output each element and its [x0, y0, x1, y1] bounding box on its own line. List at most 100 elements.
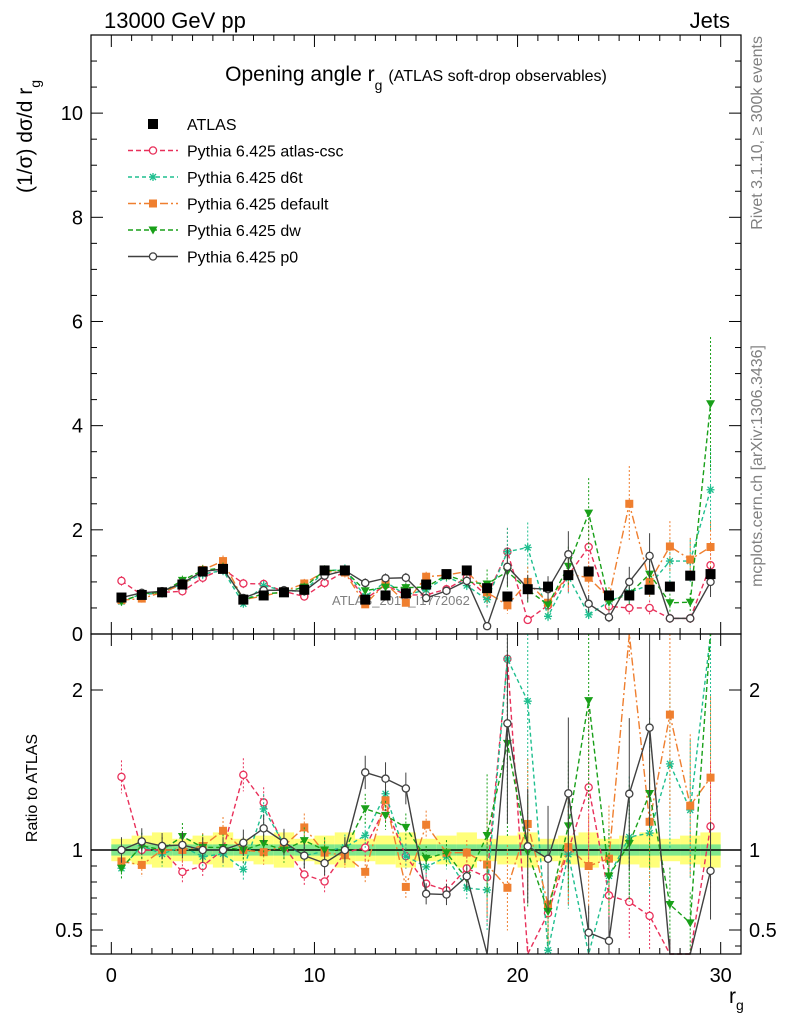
- data-point: [421, 593, 431, 603]
- main-y-tick-label: 8: [72, 207, 83, 229]
- data-point: [381, 574, 390, 583]
- data-point: [523, 615, 532, 625]
- data-point: [604, 613, 614, 622]
- ratio-point: [299, 837, 309, 846]
- series-line: [121, 503, 711, 607]
- ratio-y-tick-label: 1: [72, 840, 83, 862]
- ratio-point: [421, 889, 431, 899]
- ratio-point: [218, 845, 228, 855]
- x-axis-label-sub: g: [736, 997, 744, 1013]
- ratio-point: [462, 871, 472, 881]
- atlas-point: [624, 590, 635, 601]
- ratio-point: [300, 870, 309, 879]
- data-point: [665, 542, 674, 551]
- data-point: [482, 621, 492, 631]
- ratio-point: [381, 811, 391, 820]
- atlas-point: [502, 591, 513, 602]
- ratio-point: [340, 845, 350, 855]
- ratio-point: [361, 867, 370, 876]
- x-tick-label: 20: [506, 965, 528, 987]
- series-line: [121, 545, 712, 622]
- data-point: [503, 601, 512, 610]
- data-point: [401, 573, 411, 582]
- data-point: [442, 586, 451, 596]
- ratio-point: [259, 824, 268, 833]
- ratio-series-3: [116, 633, 712, 954]
- legend-label: Pythia 6.425 dw: [187, 223, 301, 240]
- x-tick-label: 30: [710, 965, 732, 987]
- header-right: Jets: [690, 8, 730, 33]
- ratio-point: [279, 837, 289, 847]
- ratio-point: [401, 823, 411, 832]
- ratio-point: [116, 864, 126, 873]
- data-point: [219, 557, 228, 566]
- legend-marker: [148, 119, 158, 129]
- atlas-point: [461, 565, 472, 576]
- main-series-group: [116, 337, 716, 631]
- data-point: [665, 557, 674, 566]
- data-point: [360, 587, 370, 596]
- ratio-point: [483, 860, 492, 869]
- data-point: [401, 598, 410, 607]
- data-point: [584, 599, 593, 609]
- ratio-series-group: [116, 633, 715, 957]
- ratio-series-0: [117, 634, 715, 957]
- ratio-point: [137, 860, 146, 869]
- ratio-point: [503, 719, 512, 728]
- ratio-point: [686, 806, 695, 814]
- atlas-point: [563, 570, 574, 581]
- ratio-point: [117, 845, 126, 855]
- data-point: [381, 583, 391, 592]
- ratio-point: [544, 946, 553, 955]
- ratio-point: [604, 936, 614, 946]
- data-point: [706, 485, 715, 494]
- x-tick-label: 0: [106, 965, 117, 987]
- chart-title: Opening angle rg (ATLAS soft-drop observa…: [225, 63, 607, 93]
- ratio-series-2: [117, 633, 715, 942]
- data-point: [665, 599, 675, 608]
- ratio-x-axis: 0 10 20 30: [90, 634, 742, 987]
- ratio-frame: [90, 633, 742, 955]
- atlas-point: [136, 589, 147, 600]
- ratio-point: [259, 804, 268, 813]
- data-point: [584, 509, 594, 518]
- data-point: [686, 555, 695, 564]
- atlas-point: [238, 594, 249, 605]
- data-point: [239, 579, 248, 588]
- data-point: [625, 577, 634, 587]
- legend-marker: [149, 199, 157, 208]
- ratio-point: [320, 877, 329, 886]
- atlas-point: [644, 584, 655, 595]
- main-y-tick-label: 10: [61, 103, 83, 125]
- main-y-label: (1/σ) dσ/d rg: [14, 80, 43, 193]
- ratio-point: [625, 897, 634, 907]
- ratio-point: [482, 831, 492, 840]
- data-point: [625, 603, 634, 613]
- main-y-tick-label: 4: [72, 416, 83, 438]
- data-point: [564, 550, 573, 559]
- ratio-point: [137, 837, 147, 846]
- atlas-point: [177, 579, 188, 590]
- ratio-panel: 0.5 0.5 1 1 2 2 0 10 20 30 Ratio to ATLAS rg: [24, 633, 777, 1013]
- ratio-y-tick-label-right: 2: [749, 680, 760, 702]
- ratio-series-4: [117, 634, 715, 955]
- legend-item: Pythia 6.425 d6t: [128, 170, 303, 187]
- series-line: [121, 489, 712, 619]
- ratio-point: [523, 842, 532, 851]
- atlas-point: [157, 587, 168, 598]
- atlas-point: [664, 581, 675, 592]
- legend-item: ATLAS: [148, 117, 237, 134]
- ratio-point: [178, 840, 187, 850]
- ratio-point: [645, 723, 654, 732]
- legend-label: Pythia 6.425 p0: [187, 250, 298, 267]
- atlas-point: [278, 587, 289, 598]
- chart-title-main: Opening angle r: [225, 63, 374, 86]
- data-point: [544, 612, 553, 621]
- ratio-point: [543, 908, 553, 917]
- ratio-point: [625, 789, 634, 799]
- data-point: [706, 543, 715, 552]
- atlas-point: [685, 570, 696, 581]
- legend-marker: [148, 252, 158, 261]
- x-tick-label: 10: [303, 965, 325, 987]
